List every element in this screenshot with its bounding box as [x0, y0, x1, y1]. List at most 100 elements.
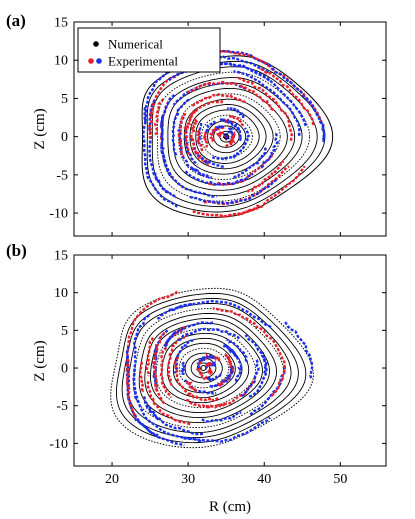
y-tick-label: 10	[54, 286, 68, 301]
experimental-puncture-arc	[204, 120, 216, 135]
numerical-flux-surface	[127, 303, 292, 434]
experimental-puncture-arc	[126, 359, 137, 419]
legend-experimental-marker-red	[88, 58, 94, 64]
experimental-puncture-arc	[205, 376, 257, 408]
experimental-puncture-arc	[219, 118, 240, 132]
experimental-puncture-arc	[142, 107, 178, 208]
panel-b: -10 -5 0 5 10 15 20 30 40 50 Z (cm) R (cm)	[32, 249, 387, 515]
numerical-flux-surface	[178, 93, 281, 180]
experimental-puncture-arc	[240, 358, 260, 398]
x-tick-label: 20	[105, 472, 119, 487]
experimental-puncture-arc	[201, 411, 242, 423]
numerical-flux-surface	[161, 332, 250, 404]
experimental-puncture-arc	[174, 356, 195, 398]
legend-box	[77, 27, 221, 73]
panel-a-axes: -10 -5 0 5 10 15	[49, 16, 386, 236]
panel-b-y-axis-title: Z (cm)	[32, 340, 48, 381]
experimental-puncture-arc	[161, 150, 217, 198]
experimental-puncture-arc	[218, 50, 323, 124]
experimental-puncture-arc	[258, 326, 286, 397]
experimental-puncture-arc	[132, 314, 150, 403]
panel-b-axes-frame	[73, 254, 387, 467]
experimental-puncture-arc	[145, 337, 155, 377]
experimental-puncture-arc	[149, 66, 193, 117]
experimental-puncture-arc	[212, 307, 259, 329]
experimental-puncture-arc	[189, 177, 279, 205]
numerical-flux-surface	[121, 297, 299, 439]
experimental-puncture-arc	[223, 368, 234, 384]
panel-b-label: (b)	[6, 241, 27, 260]
experimental-puncture-arc	[196, 129, 205, 153]
panel-a: -10 -5 0 5 10 15 Z (cm) Numerical Experimenta…	[32, 16, 387, 237]
experimental-puncture-arc	[207, 366, 214, 378]
experimental-puncture-arc	[176, 327, 241, 342]
experimental-puncture-arc	[225, 345, 239, 359]
experimental-puncture-arc	[185, 380, 198, 393]
experimental-puncture-arc	[266, 62, 325, 143]
magnetic-axis-marker	[200, 365, 207, 372]
experimental-puncture-arc	[177, 112, 187, 158]
y-tick-label: -10	[49, 207, 68, 222]
numerical-flux-surface	[146, 60, 326, 213]
experimental-puncture-arc	[200, 354, 216, 363]
legend-numerical-label: Numerical	[108, 37, 163, 52]
numerical-flux-surface	[189, 104, 267, 170]
numerical-flux-surface	[183, 98, 274, 175]
experimental-puncture-arc	[184, 170, 254, 187]
experimental-puncture-arc	[233, 70, 301, 136]
numerical-flux-surface	[151, 66, 318, 208]
experimental-puncture-arc	[259, 67, 315, 126]
experimental-puncture-arc	[260, 132, 280, 169]
experimental-puncture-arc	[153, 172, 177, 199]
experimental-puncture-arc	[215, 131, 225, 137]
x-tick-label: 50	[333, 472, 347, 487]
y-tick-label: -5	[56, 399, 68, 414]
experimental-puncture-arc	[233, 353, 243, 382]
experimental-puncture-arc	[153, 98, 165, 136]
numerical-flux-surface	[156, 71, 311, 202]
experimental-puncture-arc	[182, 125, 191, 155]
experimental-puncture-arc	[226, 338, 249, 363]
experimental-puncture-arc	[185, 80, 238, 94]
experimental-puncture-arc	[148, 99, 170, 195]
experimental-puncture-arc	[172, 81, 247, 106]
experimental-puncture-arc	[159, 342, 173, 399]
experimental-puncture-arc	[244, 334, 268, 398]
experimental-puncture-arc	[179, 361, 186, 376]
experimental-puncture-arc	[132, 368, 203, 444]
y-tick-label: 0	[61, 362, 68, 377]
y-tick-label: 5	[61, 92, 68, 107]
experimental-puncture-arc	[159, 116, 167, 164]
panel-a-legend: Numerical Experimental	[77, 27, 221, 73]
magnetic-axis-marker	[223, 133, 230, 140]
y-tick-label: 10	[54, 54, 68, 69]
experimental-puncture-arc	[188, 99, 224, 121]
numerical-flux-surface	[172, 342, 236, 394]
panel-a-plot-data	[141, 49, 334, 218]
panel-b-plot-data	[110, 287, 314, 449]
experimental-puncture-arc	[228, 113, 245, 127]
experimental-puncture-arc	[284, 321, 314, 379]
experimental-puncture-arc	[152, 331, 166, 393]
numerical-flux-surface	[167, 82, 296, 191]
legend-numerical-marker	[93, 41, 99, 47]
experimental-puncture-arc	[157, 302, 193, 320]
experimental-puncture-arc	[171, 98, 190, 158]
experimental-puncture-arc	[234, 123, 243, 142]
experimental-puncture-arc	[224, 353, 235, 379]
experimental-puncture-arc	[195, 367, 211, 381]
legend-experimental-label: Experimental	[108, 54, 178, 69]
numerical-flux-surface	[144, 318, 270, 419]
experimental-puncture-arc	[205, 372, 223, 382]
experimental-puncture-arc	[183, 416, 271, 443]
numerical-flux-surface	[207, 120, 247, 154]
experimental-puncture-arc	[239, 84, 274, 112]
experimental-puncture-arc	[192, 165, 306, 218]
experimental-puncture-arc	[164, 326, 186, 345]
numerical-flux-surface	[184, 352, 223, 384]
y-tick-label: -5	[56, 168, 68, 183]
experimental-puncture-arc	[138, 362, 145, 393]
experimental-puncture-arc	[185, 398, 226, 409]
experimental-puncture-arc	[166, 333, 189, 386]
experimental-puncture-arc	[190, 134, 202, 158]
